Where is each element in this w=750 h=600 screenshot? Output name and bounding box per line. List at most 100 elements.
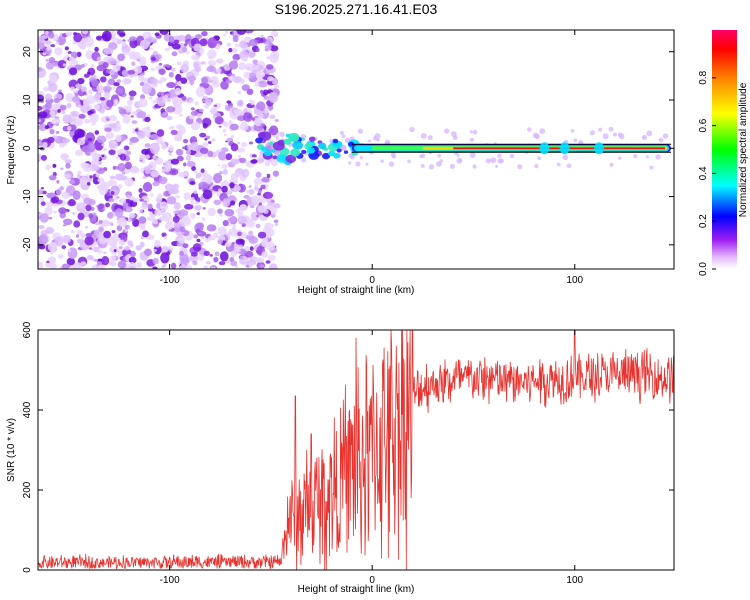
spectrogram-noise-blob [38, 244, 46, 250]
spectrogram-noise-blob [90, 165, 100, 172]
spectrogram-noise-blob [40, 187, 44, 190]
spectrogram-noise-blob [180, 64, 189, 73]
spectrogram-noise-blob [171, 51, 178, 57]
spectrogram-transition-blob [306, 147, 315, 154]
spectrogram-noise-blob [140, 204, 148, 210]
spectrogram-noise-blob [97, 204, 105, 210]
spectrogram-faint-dot [598, 127, 603, 132]
spectrogram-faint-dot [566, 163, 572, 169]
spectrogram-noise-blob [104, 127, 112, 132]
spectrogram-noise-blob [194, 101, 199, 106]
spectrogram-faint-dot [490, 157, 497, 164]
spectrogram-noise-blob [108, 149, 116, 156]
spectrogram-faint-dot [449, 163, 455, 169]
spectrogram-noise-blob [257, 231, 267, 239]
spectrogram-noise-blob [234, 43, 240, 48]
spectrogram-noise-blob [223, 121, 230, 128]
spectrogram-noise-blob [200, 76, 209, 84]
snr-frame [37, 329, 675, 571]
spectrogram-noise-blob [85, 232, 92, 238]
spectrogram-noise-blob [61, 245, 67, 250]
spectrogram-noise-blob [228, 227, 238, 237]
spectrogram-faint-dot [527, 127, 532, 132]
spectrogram-faint-dot [537, 156, 542, 161]
spectrogram-noise-blob [70, 229, 76, 234]
spectrogram-noise-blob [99, 76, 107, 83]
spectrogram-noise-blob [91, 248, 96, 251]
spectrogram-noise-blob [65, 93, 74, 103]
spectrogram-noise-blob [41, 34, 49, 40]
spectrogram-noise-blob [114, 134, 122, 143]
spectrogram-faint-dot [646, 130, 653, 137]
spectrogram-noise-blob [77, 77, 85, 85]
spectrogram-noise-blob [94, 92, 102, 101]
spectrogram-noise-blob [195, 86, 206, 98]
spectrogram-noise-blob [203, 250, 210, 257]
spectrogram-noise-blob [118, 108, 127, 115]
spectrogram-noise-blob [52, 196, 60, 203]
spectrogram-noise-blob [243, 112, 253, 122]
spectrogram-noise-blob [265, 192, 274, 199]
spectrogram-noise-blob [139, 198, 144, 202]
spectrogram-noise-blob [86, 182, 91, 186]
spectrogram-noise-blob [200, 168, 205, 173]
spectrogram-noise-blob [200, 61, 206, 65]
snr-x-tick-label: 100 [566, 575, 583, 586]
spectrogram-transition-blob [272, 141, 285, 151]
spectrogram-noise-blob [243, 71, 252, 79]
spectrogram-transition-blob [270, 148, 276, 153]
spectrogram-noise-blob [62, 234, 72, 244]
spectrogram-faint-dot [355, 161, 361, 167]
spectrogram-noise-blob [205, 135, 211, 140]
spectrogram-noise-blob [64, 159, 72, 164]
spectrogram-transition-blob [336, 148, 342, 153]
spectrogram-x-label: Height of straight line (km) [298, 285, 415, 296]
spectrogram-noise-blob [38, 42, 45, 50]
spectrogram-noise-blob [116, 79, 122, 83]
spectrogram-noise-blob [106, 83, 110, 87]
spectrogram-noise-blob [208, 141, 212, 145]
spectrogram-noise-blob [73, 262, 83, 269]
spectrogram-noise-blob [184, 203, 194, 210]
spectrogram-noise-blob [228, 120, 233, 125]
spectrogram-noise-blob [118, 198, 127, 204]
spectrogram-faint-dot [617, 156, 622, 160]
spectrogram-noise-blob [249, 99, 253, 102]
spectrogram-noise-blob [64, 46, 69, 51]
spectrogram-noise-blob [139, 241, 145, 248]
spectrogram-noise-blob [94, 130, 100, 135]
spectrogram-noise-blob [202, 189, 213, 200]
spectrogram-noise-blob [213, 173, 223, 184]
spectrogram-noise-blob [214, 116, 224, 125]
spectrogram-noise-blob [229, 182, 235, 189]
spectrogram-noise-blob [38, 111, 48, 119]
spectrogram-transition-blob [343, 150, 349, 154]
spectrogram-faint-dot [655, 154, 661, 160]
spectrogram-noise-blob [38, 196, 45, 202]
spectrogram-noise-blob [139, 209, 144, 213]
spectrogram-noise-blob [176, 81, 182, 86]
spectrogram-noise-blob [178, 209, 189, 217]
spectrogram-noise-blob [255, 171, 262, 178]
spectrogram-noise-blob [80, 162, 89, 169]
spectrogram-noise-blob [62, 138, 70, 144]
spectrogram-faint-dot [645, 155, 649, 159]
spectrogram-noise-blob [55, 41, 60, 45]
spectrogram-faint-dot [420, 133, 427, 139]
spectrogram-noise-blob [173, 202, 181, 210]
spectrogram-noise-blob [244, 36, 252, 42]
spectrogram-transition-blob [332, 138, 339, 144]
spectrogram-noise-blob [229, 107, 238, 117]
spectrogram-noise-blob [266, 173, 271, 179]
spectrogram-noise-blob [144, 154, 151, 159]
spectrogram-noise-blob [196, 212, 200, 216]
spectrogram-noise-blob [230, 143, 239, 152]
spectrogram-y-label: Frequency (Hz) [6, 116, 17, 185]
spectrogram-noise-blob [139, 60, 147, 67]
spectrogram-noise-blob [195, 172, 202, 179]
spectrogram-noise-blob [168, 152, 172, 156]
spectrogram-noise-blob [97, 258, 103, 262]
spectrogram-noise-blob [40, 230, 49, 236]
spectrogram-noise-blob [166, 81, 177, 89]
spectrogram-noise-blob [97, 250, 103, 254]
